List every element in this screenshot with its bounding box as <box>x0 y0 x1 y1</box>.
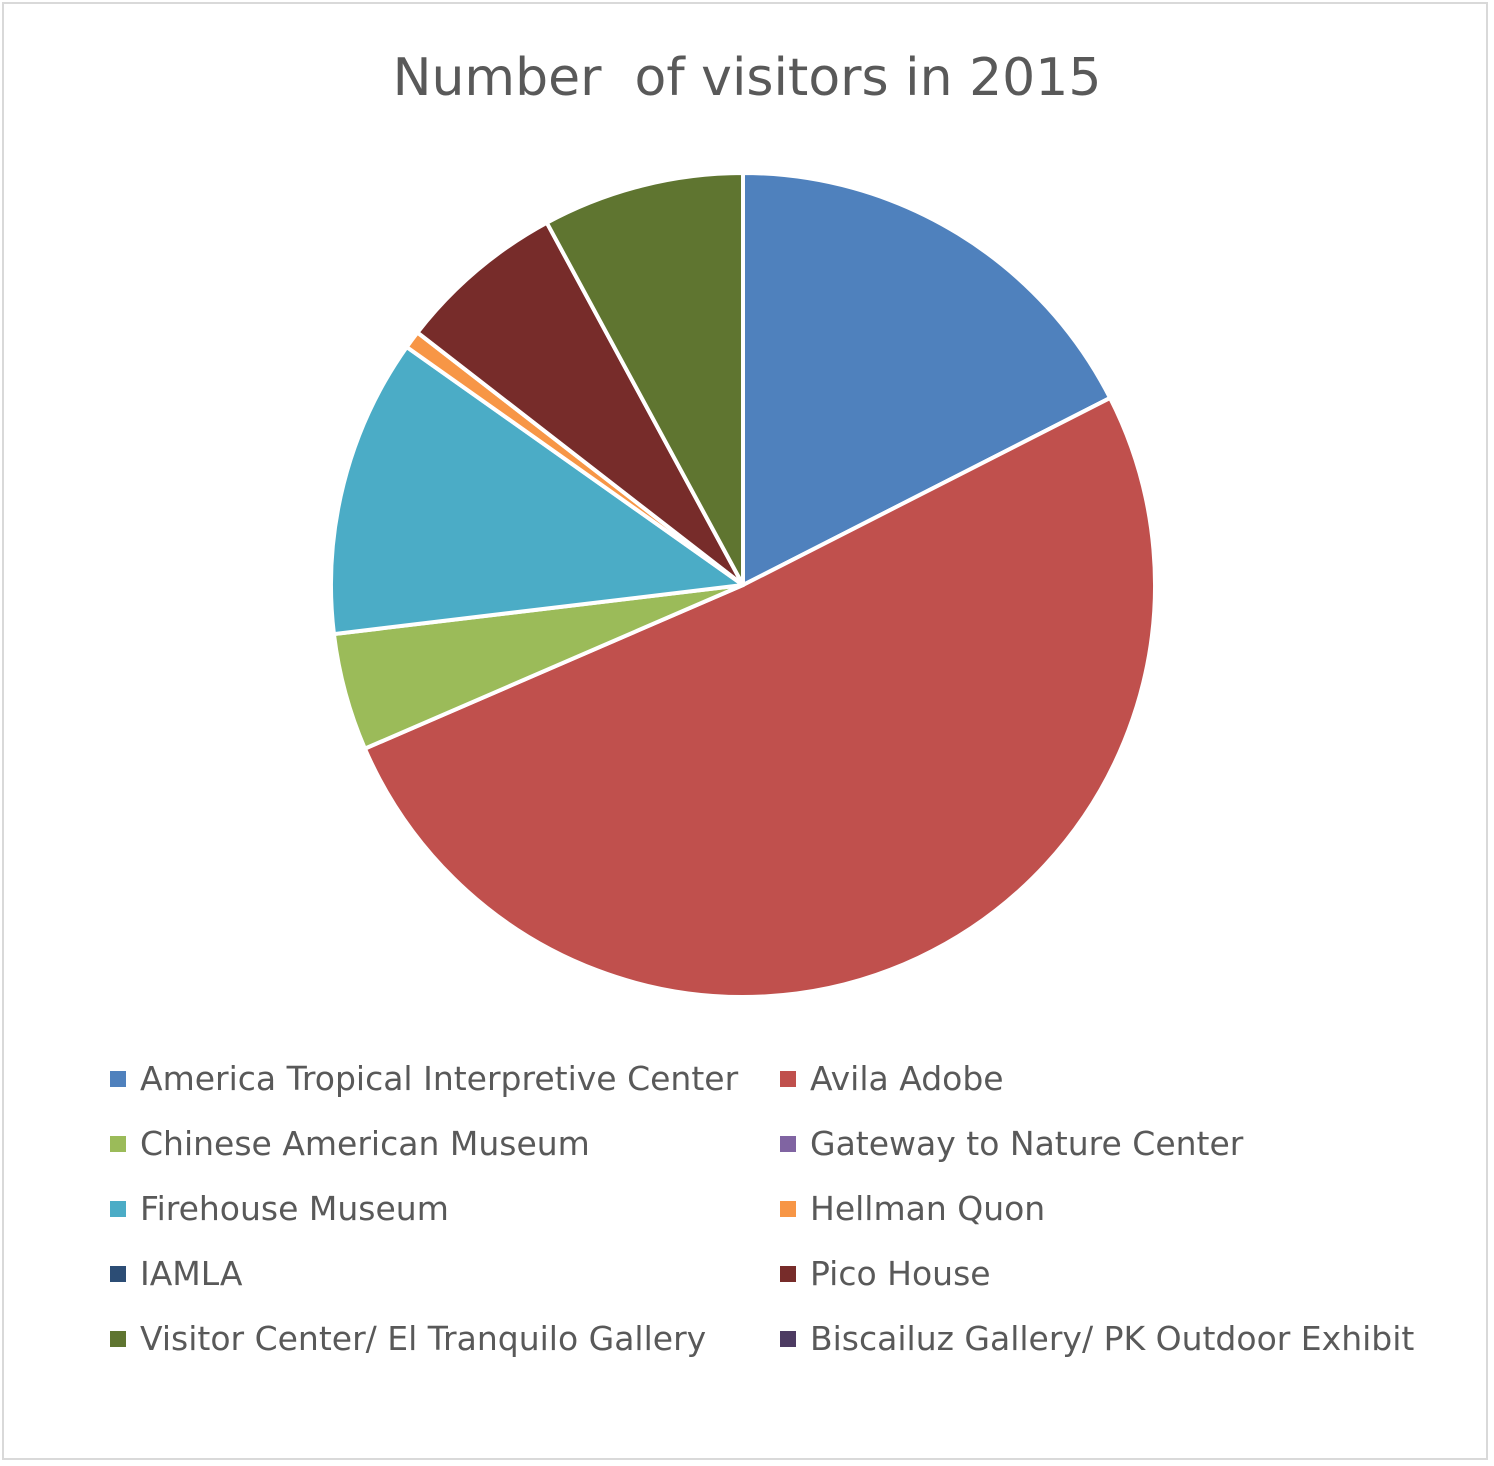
legend-item-visitor-center-el-tranquilo-gallery: Visitor Center/ El Tranquilo Gallery <box>110 1317 706 1361</box>
legend-swatch-gateway-to-nature-center <box>780 1136 796 1152</box>
legend-label-chinese-american-museum: Chinese American Museum <box>140 1124 590 1163</box>
legend-label-hellman-quon: Hellman Quon <box>810 1189 1046 1228</box>
legend-item-america-tropical-interpretive-center: America Tropical Interpretive Center <box>110 1057 738 1101</box>
legend-item-iamla: IAMLA <box>110 1252 243 1296</box>
legend-swatch-iamla <box>110 1266 126 1282</box>
legend-item-biscailuz-gallery-pk-outdoor-exhibit: Biscailuz Gallery/ PK Outdoor Exhibit <box>780 1317 1414 1361</box>
legend-label-gateway-to-nature-center: Gateway to Nature Center <box>810 1124 1244 1163</box>
pie-slice-firehouse-museum <box>329 345 745 637</box>
legend-label-biscailuz-gallery-pk-outdoor-exhibit: Biscailuz Gallery/ PK Outdoor Exhibit <box>810 1319 1415 1358</box>
legend-swatch-america-tropical-interpretive-center <box>110 1071 126 1087</box>
legend-item-hellman-quon: Hellman Quon <box>780 1187 1045 1231</box>
legend-item-avila-adobe: Avila Adobe <box>780 1057 1004 1101</box>
pie-slice-visitor-center-el-tranquilo-gallery <box>544 171 745 587</box>
legend-swatch-biscailuz-gallery-pk-outdoor-exhibit <box>780 1331 796 1347</box>
legend-swatch-chinese-american-museum <box>110 1136 126 1152</box>
legend-item-chinese-american-museum: Chinese American Museum <box>110 1122 590 1166</box>
legend-item-pico-house: Pico House <box>780 1252 991 1296</box>
legend-label-pico-house: Pico House <box>810 1254 991 1293</box>
legend-swatch-pico-house <box>780 1266 796 1282</box>
pie-slice-pico-house <box>415 220 745 587</box>
legend-swatch-firehouse-museum <box>110 1201 126 1217</box>
chart-title: Number of visitors in 2015 <box>392 48 1102 108</box>
legend-label-firehouse-museum: Firehouse Museum <box>140 1189 449 1228</box>
legend-swatch-visitor-center-el-tranquilo-gallery <box>110 1331 126 1347</box>
pie-slice-america-tropical-interpretive-center <box>741 171 1113 587</box>
legend-label-visitor-center-el-tranquilo-gallery: Visitor Center/ El Tranquilo Gallery <box>140 1319 707 1358</box>
pie-slice-avila-adobe <box>362 395 1157 1000</box>
legend-label-avila-adobe: Avila Adobe <box>810 1059 1004 1098</box>
legend-swatch-hellman-quon <box>780 1201 796 1217</box>
legend-label-iamla: IAMLA <box>140 1254 243 1293</box>
legend-swatch-avila-adobe <box>780 1071 796 1087</box>
legend-item-firehouse-museum: Firehouse Museum <box>110 1187 449 1231</box>
legend-item-gateway-to-nature-center: Gateway to Nature Center <box>780 1122 1243 1166</box>
legend-label-america-tropical-interpretive-center: America Tropical Interpretive Center <box>140 1059 739 1098</box>
